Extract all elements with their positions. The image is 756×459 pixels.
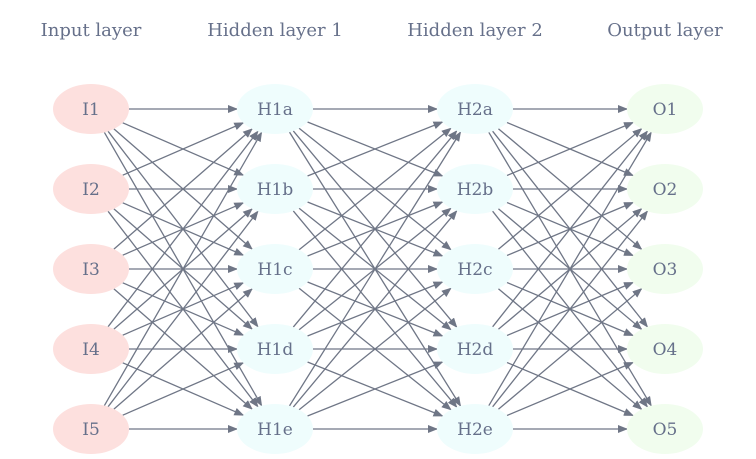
edge-h1b-h2a	[307, 121, 444, 177]
edge-i2-h1a	[122, 122, 245, 176]
node-shape-o1	[627, 84, 703, 134]
node-shape-h1d	[237, 324, 313, 374]
node-label-h1c: H1c	[257, 260, 292, 280]
hidden-layer-1-title: Hidden layer 1	[207, 20, 343, 41]
node-label-o4: O4	[653, 340, 678, 360]
node-i3: I3	[53, 244, 129, 294]
node-shape-o4	[627, 324, 703, 374]
input-layer-title: Input layer	[41, 20, 142, 41]
edge-h1e-h2c	[298, 287, 452, 411]
node-shape-h2c	[437, 244, 513, 294]
node-shape-i5	[53, 404, 129, 454]
node-h2d: H2d	[437, 324, 513, 374]
node-label-i1: I1	[82, 100, 100, 120]
edge-h1e-h2a	[288, 131, 462, 407]
node-shape-h2e	[437, 404, 513, 454]
node-h2a: H2a	[437, 84, 513, 134]
edge-h2e-o1	[488, 131, 652, 407]
node-shape-h2d	[437, 324, 513, 374]
node-h2c: H2c	[437, 244, 513, 294]
node-i1: I1	[53, 84, 129, 134]
node-shape-h1c	[237, 244, 313, 294]
node-label-h2b: H2b	[457, 180, 494, 200]
node-label-h1d: H1d	[257, 340, 294, 360]
edge-h1e-h2d	[307, 361, 444, 417]
node-shape-o5	[627, 404, 703, 454]
node-label-i3: I3	[82, 260, 100, 280]
neurons: I1 I2 I3 I4 I5 H1a H1b H1c H1d H1e H2a H2b H2c H2d H2e…	[53, 84, 703, 454]
edge-i5-h1c	[113, 288, 253, 410]
edge-i3-h1a	[113, 128, 253, 250]
node-label-h2d: H2d	[457, 340, 494, 360]
node-label-i5: I5	[82, 420, 100, 440]
node-shape-i3	[53, 244, 129, 294]
edge-i5-h1b	[107, 210, 259, 408]
layer-titles: Input layer Hidden layer 1 Hidden layer …	[41, 20, 724, 41]
node-shape-i4	[53, 324, 129, 374]
edge-h2d-o1	[492, 130, 649, 328]
node-o2: O2	[627, 164, 703, 214]
node-shape-o2	[627, 164, 703, 214]
node-shape-h1b	[237, 164, 313, 214]
edge-h1d-h2a	[292, 130, 458, 328]
node-label-h2a: H2a	[457, 100, 493, 120]
edge-h2e-o4	[506, 361, 634, 417]
node-label-h2e: H2e	[457, 420, 493, 440]
node-shape-i1	[53, 84, 129, 134]
edge-h2e-o2	[492, 210, 649, 408]
edge-h2b-o1	[506, 121, 634, 177]
node-i4: I4	[53, 324, 129, 374]
node-shape-o3	[627, 244, 703, 294]
node-label-h1a: H1a	[257, 100, 293, 120]
hidden-layer-2-title: Hidden layer 2	[407, 20, 543, 41]
edge-h2c-o1	[497, 128, 643, 250]
node-label-o3: O3	[653, 260, 678, 280]
node-h1b: H1b	[237, 164, 313, 214]
node-label-o2: O2	[653, 180, 678, 200]
edge-h1c-h2a	[298, 127, 452, 251]
node-shape-h2a	[437, 84, 513, 134]
node-h2b: H2b	[437, 164, 513, 214]
node-h1a: H1a	[237, 84, 313, 134]
node-label-h1e: H1e	[257, 420, 293, 440]
output-layer-title: Output layer	[607, 20, 723, 41]
node-o4: O4	[627, 324, 703, 374]
node-label-h1b: H1b	[257, 180, 294, 200]
node-label-o5: O5	[653, 420, 678, 440]
node-h1c: H1c	[237, 244, 313, 294]
edge-i4-h1a	[107, 130, 259, 328]
edge-i5-h1d	[122, 362, 245, 416]
node-shape-h2b	[437, 164, 513, 214]
node-h1e: H1e	[237, 404, 313, 454]
node-label-i4: I4	[82, 340, 100, 360]
edge-h2e-o3	[497, 288, 643, 410]
node-h2e: H2e	[437, 404, 513, 454]
edge-i5-h1a	[103, 131, 263, 406]
node-o1: O1	[627, 84, 703, 134]
node-i2: I2	[53, 164, 129, 214]
node-i5: I5	[53, 404, 129, 454]
node-shape-h1e	[237, 404, 313, 454]
node-shape-i2	[53, 164, 129, 214]
node-o5: O5	[627, 404, 703, 454]
node-h1d: H1d	[237, 324, 313, 374]
node-o3: O3	[627, 244, 703, 294]
node-shape-h1a	[237, 84, 313, 134]
node-label-o1: O1	[653, 100, 678, 120]
connections	[103, 105, 652, 433]
edge-h1e-h2b	[292, 210, 458, 408]
node-label-i2: I2	[82, 180, 100, 200]
node-label-h2c: H2c	[457, 260, 492, 280]
